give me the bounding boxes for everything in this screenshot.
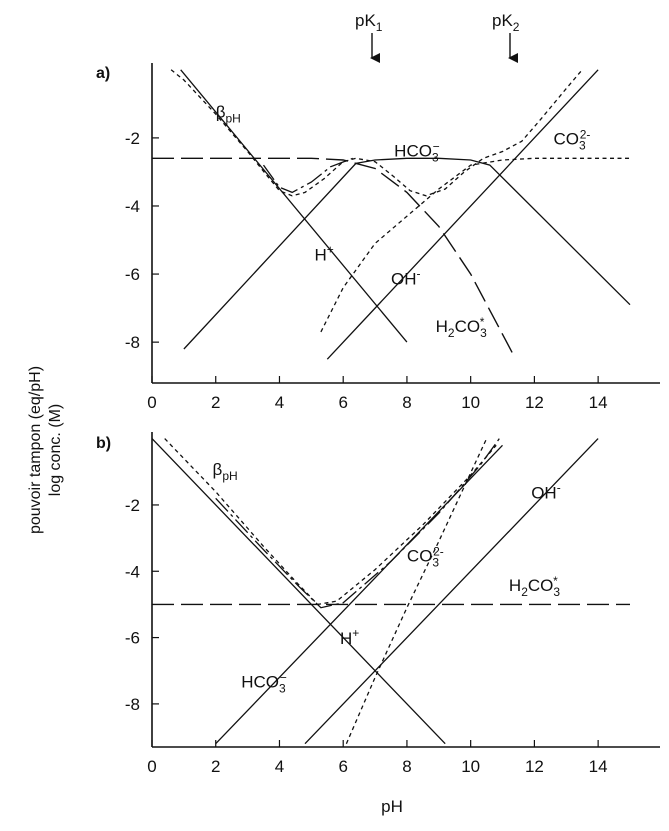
panel-a-label-h2co3: H2CO3* xyxy=(436,315,487,340)
pk2-marker: pK2 xyxy=(492,11,520,63)
panel-b-label-h2co3: H2CO3* xyxy=(509,574,560,599)
panel-a-series-beta xyxy=(170,69,583,197)
panel-b-y-tick-label: -8 xyxy=(125,695,140,714)
panel-a-y-tick-label: -6 xyxy=(125,265,140,284)
panel-a-label-oh: OH- xyxy=(391,266,421,288)
panel-b-y-tick-label: -2 xyxy=(125,496,140,515)
panel-b-label-beta: βpH xyxy=(213,460,238,483)
panel-a-y-tick-label: -2 xyxy=(125,129,140,148)
pk1-label: pK1 xyxy=(355,11,383,34)
panel-b-y-tick-label: -4 xyxy=(125,562,140,581)
panel-a-y-tick-label: -8 xyxy=(125,333,140,352)
panel-a-axes: 0 2 4 6 8 10 12 14 -2 -4 -6 -8 xyxy=(125,63,660,412)
panel-b-y-tick-label: -6 xyxy=(125,629,140,648)
panel-b-series-h xyxy=(152,438,446,745)
panel-a-label-hco3: HCO3− xyxy=(394,140,439,165)
panel-b-x-tick-label: 8 xyxy=(402,757,411,776)
panel-a-label-h: H+ xyxy=(315,242,334,264)
panel-a-series xyxy=(152,69,631,360)
y-axis-title: pouvoir tampon (eq/pH) log conc. (M) xyxy=(27,366,64,534)
panel-a-series-oh xyxy=(326,69,599,360)
x-axis-title: pH xyxy=(381,797,403,816)
y-axis-title-line1: pouvoir tampon (eq/pH) xyxy=(27,366,44,534)
panel-a-x-tick-label: 4 xyxy=(275,393,284,412)
panel-a-x-tick-label: 12 xyxy=(525,393,544,412)
panel-b-series-beta xyxy=(164,438,497,606)
panel-a-x-tick-label: 14 xyxy=(589,393,608,412)
panel-a-x-tick-label: 0 xyxy=(147,393,156,412)
panel-a-x-tick-label: 10 xyxy=(461,393,480,412)
panel-b-series-oh xyxy=(304,438,599,745)
panel-a-x-tick-label: 6 xyxy=(338,393,347,412)
panel-a-series-hco3 xyxy=(183,157,631,350)
panel-a-series-h2co3 xyxy=(152,157,513,353)
panel-b-axes: 0 2 4 6 8 10 12 14 -2 -4 -6 -8 xyxy=(125,432,660,776)
panel-b-x-tick-label: 4 xyxy=(275,757,284,776)
panel-b-curve-labels: H+ OH- HCO3− H2CO3* CO32- βpH xyxy=(213,460,561,695)
panel-a-label-co3: CO32- xyxy=(554,128,591,153)
panel-b-x-tick-label: 6 xyxy=(338,757,347,776)
panel-b-label-h: H+ xyxy=(340,626,359,648)
pk-markers: pK1 pK2 xyxy=(355,11,520,63)
panel-b-series-beta-outline xyxy=(215,438,500,609)
panel-b-x-tick-label: 0 xyxy=(147,757,156,776)
panel-a: a) 0 2 4 6 8 10 12 14 -2 -4 -6 -8 H+ OH- HCO3− H2CO3* C… xyxy=(96,63,660,412)
panel-a-series-co3 xyxy=(320,157,630,333)
panel-b-x-tick-label: 2 xyxy=(211,757,220,776)
panel-b-label-co3: CO32- xyxy=(407,544,444,569)
y-axis-title-line2: log conc. (M) xyxy=(47,404,64,496)
panel-b-series-co3 xyxy=(345,438,488,744)
panel-b-label-oh: OH- xyxy=(531,480,561,502)
panel-b: b) 0 2 4 6 8 10 12 14 -2 -4 -6 -8 H+ OH- HCO3− H2CO3* C… xyxy=(96,432,660,776)
pk2-label: pK2 xyxy=(492,11,520,34)
panel-a-curve-labels: H+ OH- HCO3− H2CO3* CO32- βpH xyxy=(216,102,591,339)
panel-a-series-beta-outline xyxy=(262,157,354,194)
panel-a-x-tick-label: 2 xyxy=(211,393,220,412)
panel-b-label: b) xyxy=(96,435,111,452)
panel-b-series xyxy=(152,438,630,745)
panel-a-x-tick-label: 8 xyxy=(402,393,411,412)
panel-a-series-h xyxy=(180,69,408,343)
panel-a-y-tick-label: -4 xyxy=(125,197,140,216)
panel-b-x-tick-label: 10 xyxy=(461,757,480,776)
panel-b-x-tick-label: 14 xyxy=(589,757,608,776)
pk1-marker: pK1 xyxy=(355,11,383,63)
panel-a-label: a) xyxy=(96,65,110,82)
panel-b-label-hco3: HCO3− xyxy=(241,670,286,695)
panel-a-label-beta: βpH xyxy=(216,102,241,125)
panel-b-x-tick-label: 12 xyxy=(525,757,544,776)
